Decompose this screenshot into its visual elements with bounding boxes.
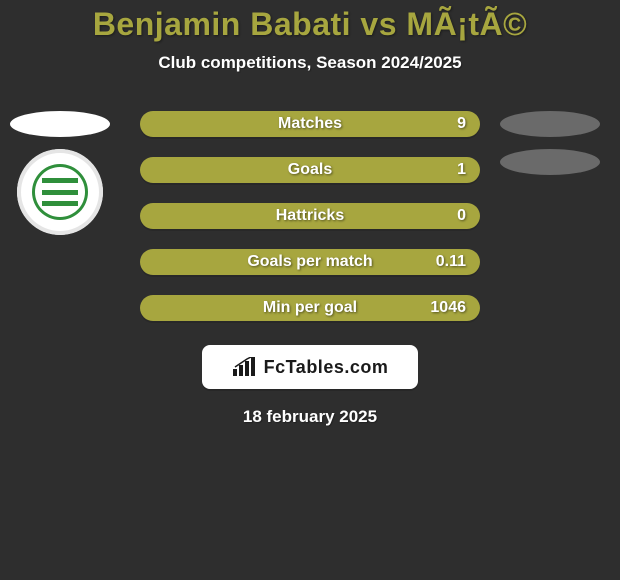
club-stripes-icon — [42, 178, 78, 206]
stat-value: 1 — [457, 161, 466, 179]
right-player-column — [500, 111, 600, 175]
player-photo-placeholder-right-2 — [500, 149, 600, 175]
stat-value: 1046 — [430, 299, 466, 317]
stat-bar: Hattricks 0 — [140, 203, 480, 229]
stat-label: Min per goal — [263, 299, 357, 317]
comparison-card: Benjamin Babati vs MÃ¡tÃ© Club competiti… — [0, 0, 620, 580]
stat-label: Matches — [278, 115, 342, 133]
stat-bar: Goals 1 — [140, 157, 480, 183]
stat-bar: Goals per match 0.11 — [140, 249, 480, 275]
subtitle: Club competitions, Season 2024/2025 — [0, 53, 620, 73]
content-region: Matches 9 Goals 1 Hattricks 0 Goals per … — [0, 111, 620, 427]
player-photo-placeholder-right-1 — [500, 111, 600, 137]
stat-label: Hattricks — [276, 207, 344, 225]
brand-text: FcTables.com — [264, 357, 389, 378]
brand-box: FcTables.com — [202, 345, 418, 389]
stat-label: Goals — [288, 161, 332, 179]
page-title: Benjamin Babati vs MÃ¡tÃ© — [0, 0, 620, 43]
stat-value: 9 — [457, 115, 466, 133]
stat-bar: Matches 9 — [140, 111, 480, 137]
stat-bar: Min per goal 1046 — [140, 295, 480, 321]
stat-value: 0 — [457, 207, 466, 225]
club-badge-inner — [32, 164, 88, 220]
left-player-column — [10, 111, 110, 235]
player-photo-placeholder-left — [10, 111, 110, 137]
date-text: 18 february 2025 — [0, 407, 620, 427]
club-badge-left — [17, 149, 103, 235]
stats-bars: Matches 9 Goals 1 Hattricks 0 Goals per … — [140, 111, 480, 321]
stat-label: Goals per match — [247, 253, 372, 271]
bar-chart-icon — [232, 357, 258, 377]
stat-value: 0.11 — [436, 253, 466, 271]
